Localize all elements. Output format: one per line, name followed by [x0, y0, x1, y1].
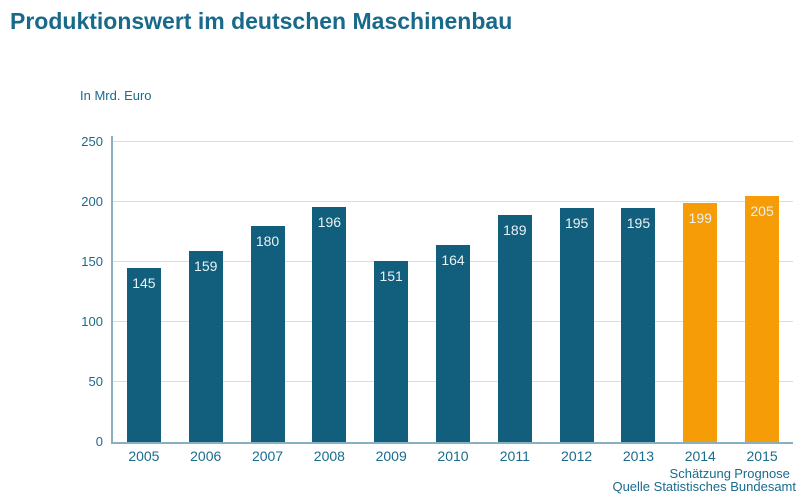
gridline — [113, 141, 793, 142]
page-title: Produktionswert im deutschen Maschinenba… — [10, 8, 513, 34]
y-axis-line — [111, 136, 113, 444]
bar: 145 — [126, 268, 161, 442]
bar: 196 — [312, 206, 347, 442]
source-label: Quelle Statistisches Bundesamt — [612, 479, 796, 494]
y-tick-label: 100 — [81, 314, 103, 329]
bar: 205 — [745, 196, 780, 442]
y-tick-label: 250 — [81, 134, 103, 149]
bar-value-label: 195 — [564, 215, 589, 231]
x-tick-sublabel: Prognose — [734, 466, 790, 481]
x-tick-label: 2012 — [561, 448, 593, 464]
y-tick-label: 50 — [88, 374, 103, 389]
x-tick-label: 2011 — [499, 448, 530, 464]
gridline — [113, 201, 793, 202]
x-tick-label: 2015 — [746, 448, 778, 464]
bar-chart-plot-area: 0 50 100 150 200 250 145 2005 159 2006 180 2007 196 2… — [81, 134, 793, 481]
bar: 151 — [374, 260, 409, 442]
bar-value-label: 159 — [194, 258, 218, 275]
x-tick-label: 2005 — [128, 448, 160, 464]
x-axis-line — [111, 442, 793, 444]
bar-value-label: 145 — [132, 275, 156, 291]
x-tick-label: 2007 — [251, 448, 284, 464]
bar-value-label: 151 — [379, 267, 403, 284]
bar-value-label: 164 — [441, 252, 465, 269]
bar: 164 — [436, 245, 470, 442]
bar: 195 — [621, 208, 656, 442]
x-tick-sublabel: Schätzung — [669, 466, 731, 481]
bar: 159 — [188, 251, 223, 442]
x-tick-label: 2008 — [313, 448, 345, 464]
y-tick-label: 200 — [81, 194, 103, 209]
bar-value-label: 199 — [688, 210, 712, 227]
bar-value-label: 195 — [626, 215, 651, 231]
bar: 180 — [250, 226, 285, 442]
bar: 189 — [497, 215, 532, 442]
y-axis-unit-label: In Mrd. Euro — [80, 88, 152, 103]
bar-value-label: 196 — [317, 213, 342, 230]
bar-value-label: 205 — [750, 203, 774, 219]
x-tick-label: 2009 — [375, 448, 407, 464]
x-tick-label: 2006 — [190, 448, 222, 464]
x-tick-label: 2014 — [684, 448, 716, 464]
bar: 195 — [559, 208, 594, 442]
bar: 199 — [683, 203, 718, 442]
y-tick-label: 0 — [95, 434, 103, 449]
x-tick-label: 2010 — [437, 448, 469, 464]
x-tick-label: 2013 — [622, 448, 655, 464]
y-tick-label: 150 — [81, 254, 103, 269]
bar-value-label: 189 — [503, 222, 527, 239]
bar-value-label: 180 — [255, 233, 280, 249]
